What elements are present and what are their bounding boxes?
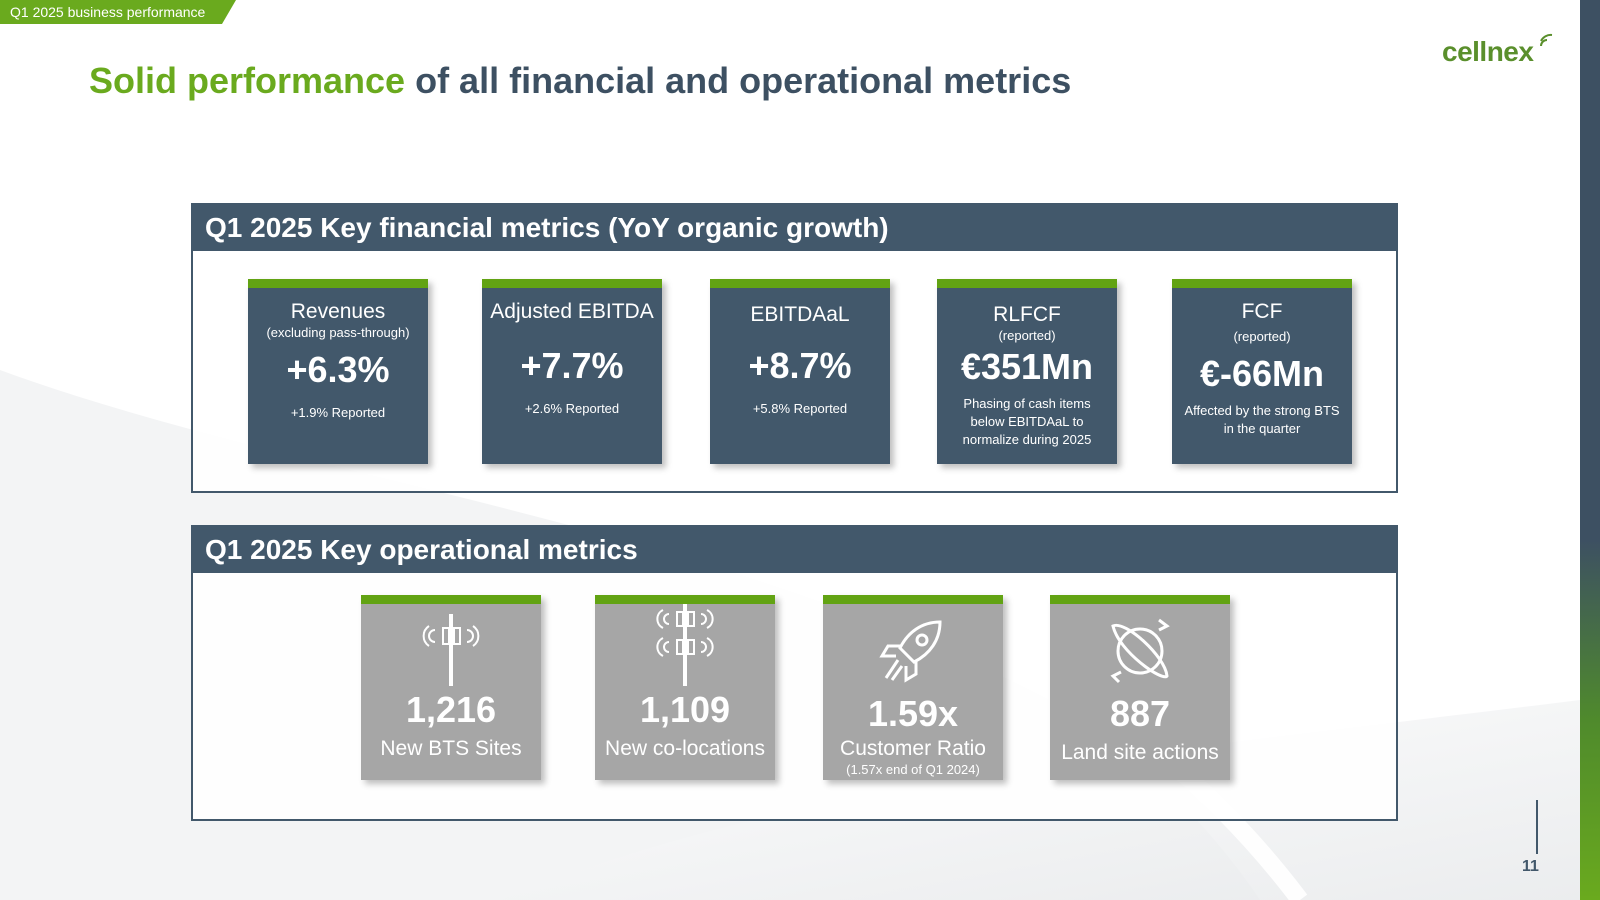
financial-metrics-panel: Q1 2025 Key financial metrics (YoY organ… (191, 203, 1398, 493)
globe-arrows-icon (1050, 604, 1230, 686)
card-value: 1,109 (639, 689, 731, 730)
card-value: 1,216 (405, 689, 497, 730)
card-name: Revenues (290, 300, 386, 323)
card-name: RLFCF (993, 303, 1061, 326)
card-value: +6.3% (286, 349, 390, 390)
card-sub: (reported) (998, 328, 1056, 343)
page-title: Solid performance of all financial and o… (89, 60, 1071, 102)
financial-heading: Q1 2025 Key financial metrics (YoY organ… (193, 205, 1396, 251)
card-label: New BTS Sites (380, 737, 522, 760)
logo-text: cellnex (1442, 36, 1534, 67)
rocket-icon (823, 604, 1003, 686)
card-note: +1.9% Reported (290, 405, 386, 420)
signal-icon (1540, 33, 1553, 47)
operational-heading: Q1 2025 Key operational metrics (193, 527, 1396, 573)
customer-ratio-card: 1.59x Customer Ratio (1.57x end of Q1 20… (823, 595, 1003, 780)
card-value: +8.7% (748, 345, 852, 386)
new-co-locations-card: 1,109 New co-locations (595, 595, 775, 780)
title-rest: of all financial and operational metrics (405, 60, 1072, 101)
section-tag: Q1 2025 business performance (0, 0, 236, 24)
card-label: Customer Ratio (840, 737, 986, 760)
operational-metrics-panel: Q1 2025 Key operational metrics 1,216 Ne… (191, 525, 1398, 821)
rlfcf-card: RLFCF (reported) €351Mn Phasing of cash … (937, 279, 1117, 464)
card-value: +7.7% (520, 345, 624, 386)
ebitdaal-card: EBITDAaL +8.7% +5.8% Reported (710, 279, 890, 464)
card-note: Phasing of cash items below EBITDAaL to … (962, 396, 1092, 447)
card-name: Adjusted EBITDA (490, 300, 654, 323)
card-note: Affected by the strong BTS in the quarte… (1184, 403, 1340, 436)
card-value: €-66Mn (1199, 353, 1325, 394)
page-number: 11 (1522, 858, 1539, 875)
new-bts-sites-card: 1,216 New BTS Sites (361, 595, 541, 780)
fcf-card: FCF (reported) €-66Mn Affected by the st… (1172, 279, 1352, 464)
card-sub: (excluding pass-through) (266, 325, 410, 340)
adjusted-ebitda-card: Adjusted EBITDA +7.7% +2.6% Reported (482, 279, 662, 464)
card-value: 1.59x (867, 693, 959, 734)
card-value: 887 (1109, 693, 1171, 734)
cellnex-logo: cellnex (1442, 33, 1553, 68)
card-sub: (reported) (1233, 329, 1291, 344)
double-antenna-icon (595, 604, 775, 686)
card-name: EBITDAaL (750, 303, 850, 326)
revenues-card: Revenues (excluding pass-through) +6.3% … (248, 279, 428, 464)
antenna-icon (361, 604, 541, 686)
card-label: New co-locations (605, 737, 765, 760)
card-value: €351Mn (960, 346, 1094, 387)
title-highlight: Solid performance (89, 60, 406, 101)
card-note: +5.8% Reported (752, 401, 848, 416)
page-divider (1536, 800, 1538, 854)
right-accent-band (1580, 0, 1600, 900)
card-label: Land site actions (1061, 741, 1219, 764)
card-sub: (1.57x end of Q1 2024) (846, 762, 980, 777)
card-note: +2.6% Reported (524, 401, 620, 416)
land-site-actions-card: 887 Land site actions (1050, 595, 1230, 780)
card-name: FCF (1241, 300, 1283, 323)
